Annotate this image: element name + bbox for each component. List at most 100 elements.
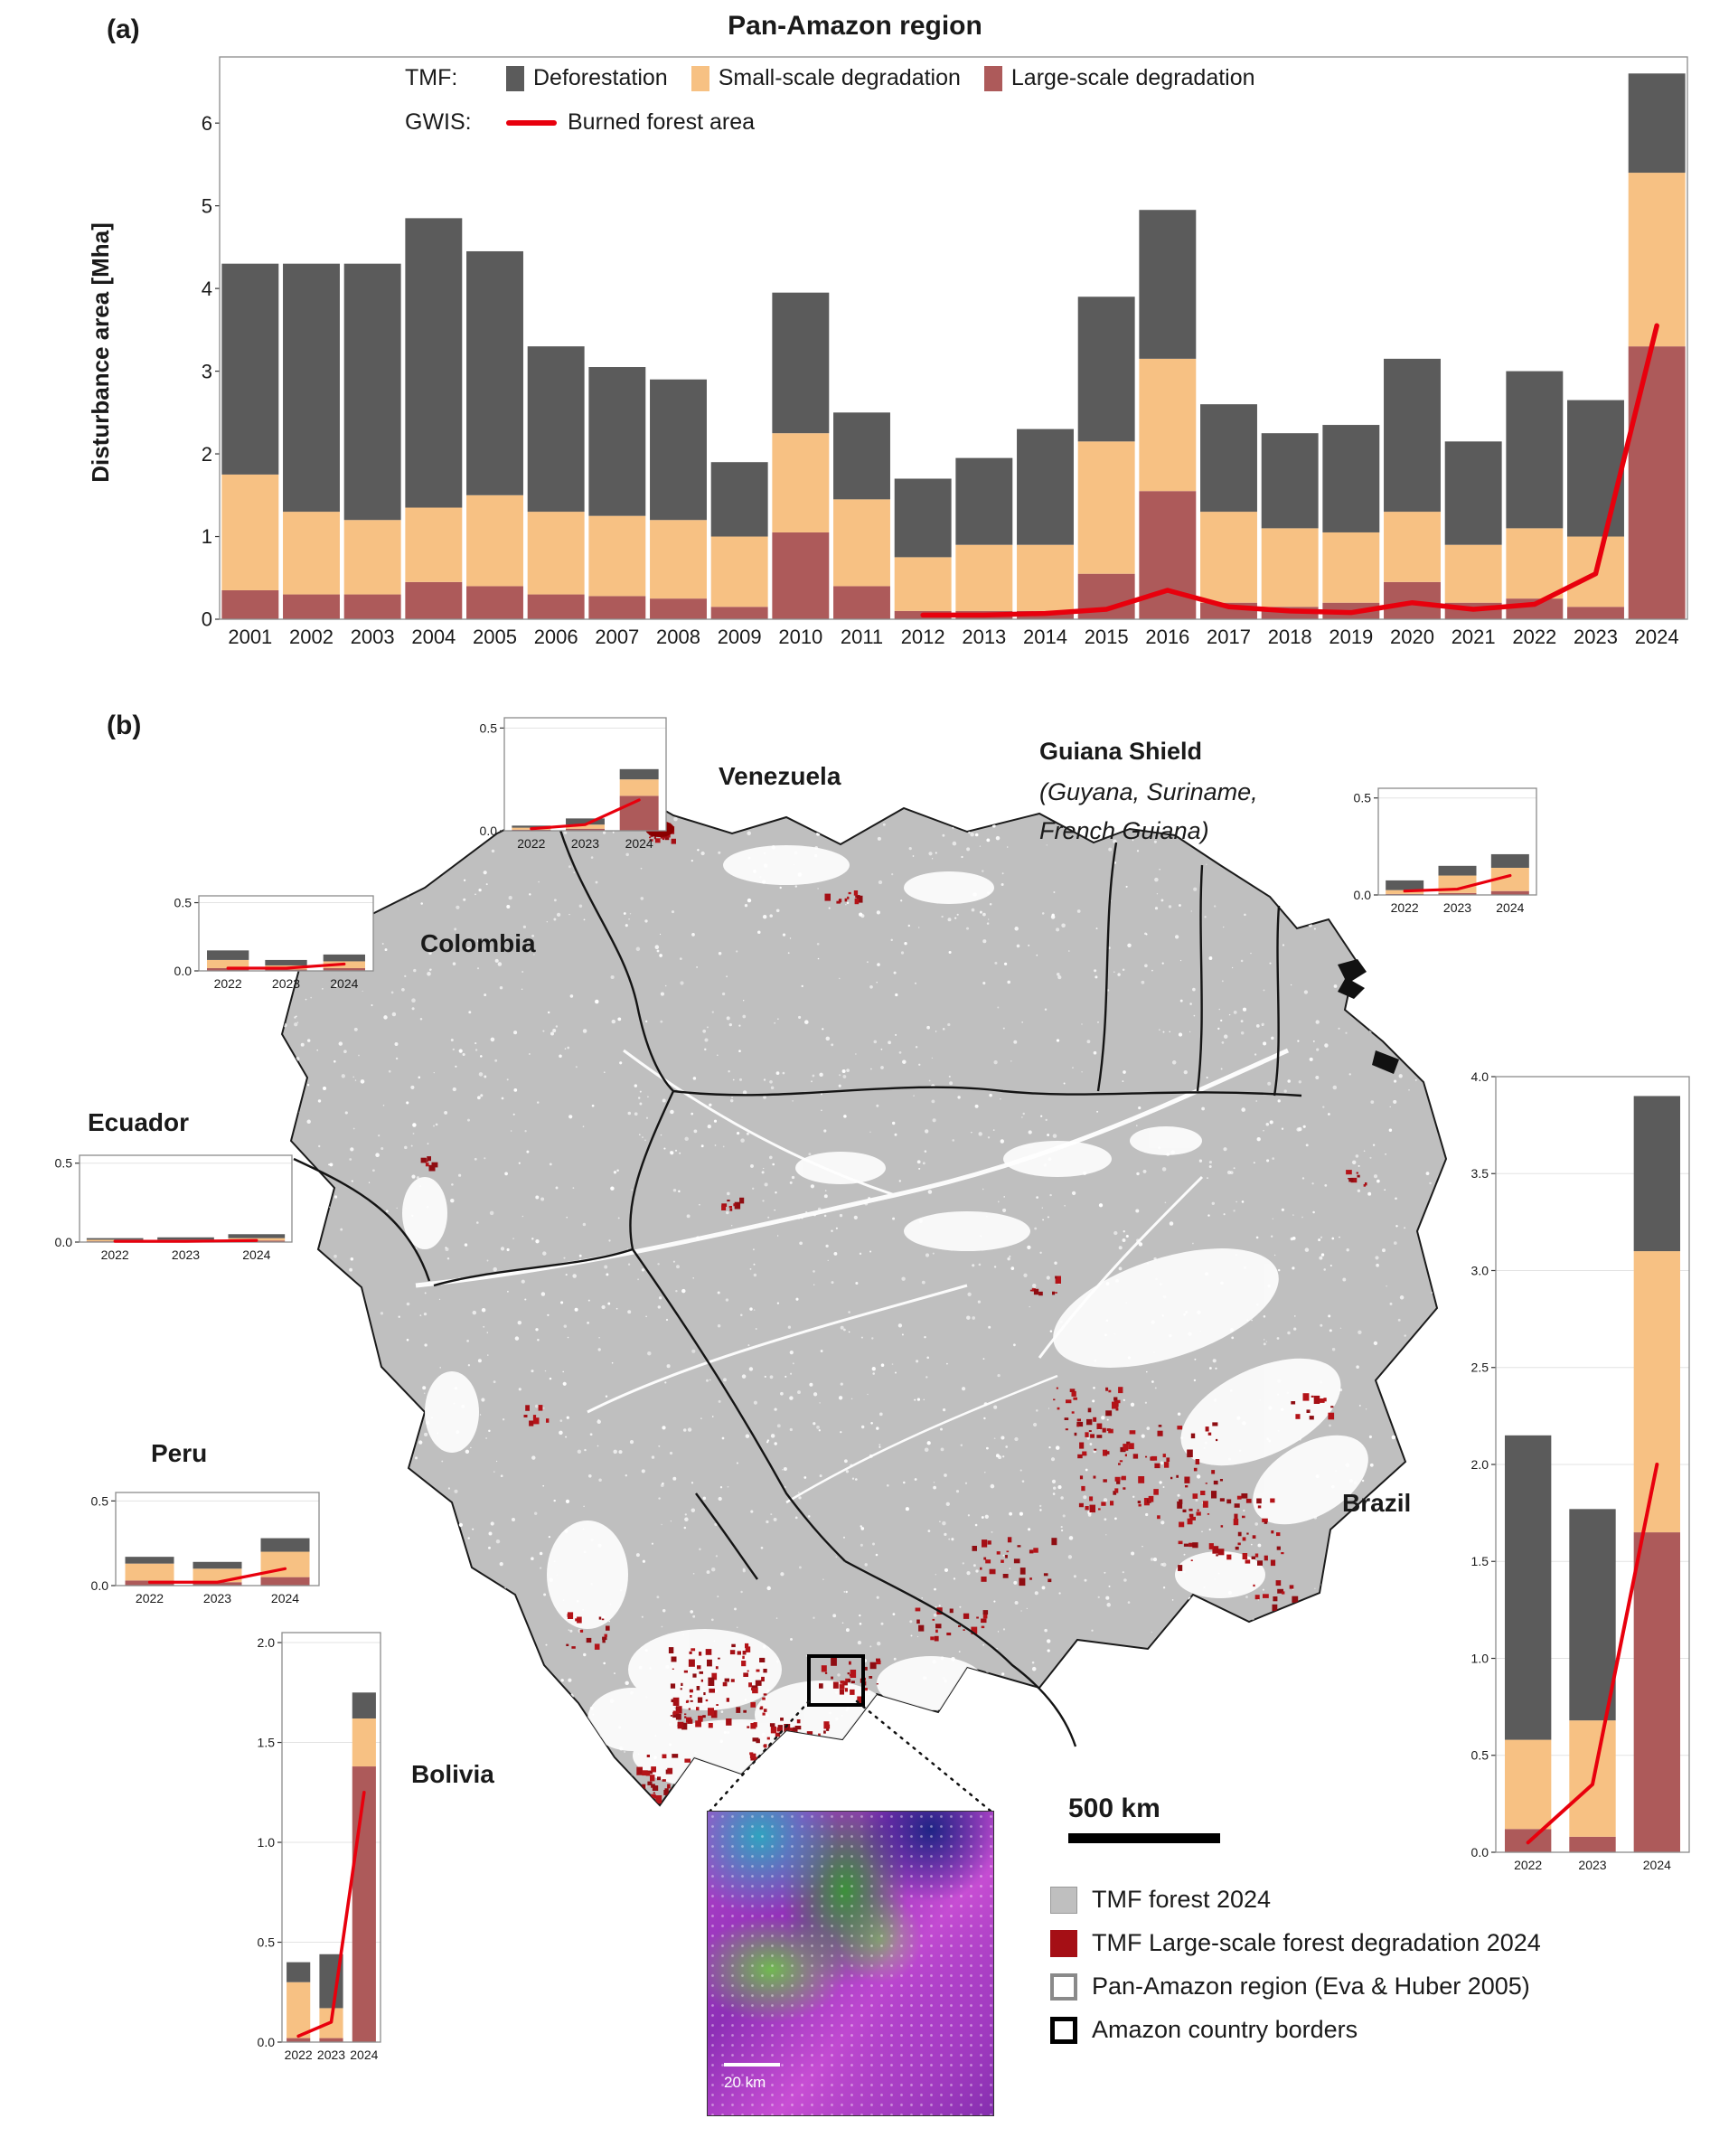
svg-text:2022: 2022 (1512, 626, 1556, 648)
map-legend: TMF forest 2024 TMF Large-scale forest d… (1050, 1886, 1541, 2059)
svg-text:4.0: 4.0 (1471, 1071, 1489, 1084)
svg-text:2024: 2024 (330, 976, 358, 991)
atlantic-coast-marks (1338, 959, 1399, 1074)
svg-text:0.5: 0.5 (174, 895, 193, 909)
svg-text:2023: 2023 (1443, 900, 1471, 915)
satellite-inset-image: 20 km (707, 1811, 994, 2116)
ecuador-label: Ecuador (88, 1108, 190, 1136)
svg-text:5: 5 (202, 194, 212, 217)
svg-text:0: 0 (202, 608, 212, 631)
svg-text:2015: 2015 (1085, 626, 1129, 648)
svg-text:2011: 2011 (841, 626, 883, 648)
svg-text:2022: 2022 (517, 836, 545, 851)
zoom-connector-lines (708, 1699, 993, 1813)
svg-text:2022: 2022 (101, 1247, 129, 1262)
brazil-mini-chart: 2022 2023 2024 0.0 0.5 1.0 1.5 2.0 2.5 3.0 3.5 4.0 (1452, 1069, 1695, 1876)
svg-text:0.0: 0.0 (1354, 888, 1372, 902)
guiana-shield-mini-chart: 2022 2023 2024 0.0 0.5 (1344, 783, 1541, 918)
svg-text:0.0: 0.0 (258, 2035, 276, 2049)
svg-text:2012: 2012 (901, 626, 945, 648)
svg-text:2023: 2023 (203, 1591, 231, 1605)
svg-text:2017: 2017 (1207, 626, 1251, 648)
bolivia-label: Bolivia (411, 1760, 494, 1788)
panel-a-legend-row-gwis: GWIS: Burned forest area (405, 109, 1255, 136)
panel-a-title: Pan-Amazon region (728, 11, 982, 41)
svg-text:2024: 2024 (625, 836, 653, 851)
svg-text:2005: 2005 (473, 626, 517, 648)
region-label: Pan-Amazon region (Eva & Huber 2005) (1092, 1972, 1530, 2000)
large-scale-label: Large-scale degradation (1010, 65, 1255, 90)
svg-text:2022: 2022 (214, 976, 242, 991)
svg-text:2024: 2024 (242, 1247, 270, 1262)
brazil-label: Brazil (1342, 1489, 1412, 1517)
svg-text:2023: 2023 (272, 976, 300, 991)
svg-text:0.5: 0.5 (1471, 1748, 1489, 1763)
svg-text:0.0: 0.0 (91, 1578, 109, 1593)
panel-b-tag: (b) (107, 711, 142, 740)
svg-text:2014: 2014 (1023, 626, 1067, 648)
svg-text:6: 6 (202, 112, 212, 135)
deforestation-swatch (506, 65, 524, 91)
borders-label: Amazon country borders (1092, 2016, 1358, 2043)
ecuador-mini-chart: 2022 2023 2024 0.0 0.5 (43, 1150, 296, 1266)
venezuela-label: Venezuela (719, 762, 841, 790)
svg-text:0.0: 0.0 (1471, 1845, 1489, 1859)
forest-swatch (1050, 1886, 1077, 1914)
panel-a-ylabel: Disturbance area [Mha] (87, 81, 115, 624)
burned-label: Burned forest area (568, 109, 756, 135)
svg-text:0.5: 0.5 (258, 1935, 276, 1949)
forest-label: TMF forest 2024 (1092, 1886, 1272, 1913)
pan-amazon-stacked-bar-chart: 2001 2002 2003 2004 2005 2006 2007 2008 2009 2010… (167, 50, 1696, 654)
svg-text:0.0: 0.0 (174, 964, 193, 978)
svg-text:0.5: 0.5 (480, 720, 498, 735)
svg-text:2002: 2002 (289, 626, 334, 648)
guiana-shield-label: Guiana Shield (1039, 738, 1203, 765)
svg-text:2006: 2006 (534, 626, 578, 648)
svg-text:2023: 2023 (571, 836, 599, 851)
svg-text:2024: 2024 (1496, 900, 1524, 915)
scalebar (1068, 1833, 1220, 1843)
svg-text:0.5: 0.5 (55, 1156, 73, 1171)
svg-text:2022: 2022 (1514, 1858, 1542, 1872)
svg-text:2.0: 2.0 (1471, 1457, 1489, 1472)
svg-text:1.0: 1.0 (258, 1835, 276, 1850)
legend-row-borders: Amazon country borders (1050, 2016, 1541, 2044)
svg-text:0.5: 0.5 (1354, 791, 1372, 805)
svg-text:2023: 2023 (1578, 1858, 1606, 1872)
svg-text:2021: 2021 (1452, 626, 1496, 648)
amazon-map (280, 788, 1448, 1807)
svg-text:2024: 2024 (1643, 1858, 1671, 1872)
svg-text:2010: 2010 (778, 626, 822, 648)
svg-text:2003: 2003 (351, 626, 395, 648)
colombia-mini-chart: 2022 2023 2024 0.0 0.5 (164, 890, 378, 994)
inset-scalebar (724, 2063, 780, 2067)
venezuela-mini-chart: 2022 2023 2024 0.0 0.5 (470, 712, 671, 854)
svg-text:2023: 2023 (172, 1247, 200, 1262)
svg-text:2020: 2020 (1390, 626, 1434, 648)
peru-label: Peru (151, 1439, 208, 1467)
deforestation-label: Deforestation (533, 65, 668, 90)
svg-text:2024: 2024 (350, 2048, 378, 2062)
svg-text:2.5: 2.5 (1471, 1360, 1489, 1375)
degradation-label: TMF Large-scale forest degradation 2024 (1092, 1929, 1541, 1956)
svg-text:1.5: 1.5 (258, 1735, 276, 1749)
peru-mini-chart: 2022 2023 2024 0.0 0.5 (80, 1487, 324, 1609)
svg-text:1: 1 (202, 525, 212, 548)
svg-text:2023: 2023 (317, 2048, 345, 2062)
panel-a-ylabel-text: Disturbance area [Mha] (87, 222, 114, 483)
scalebar-label: 500 km (1068, 1794, 1160, 1823)
svg-text:2024: 2024 (271, 1591, 299, 1605)
guiana-shield-sub2: French Guiana) (1039, 817, 1209, 844)
svg-text:0.0: 0.0 (480, 824, 498, 838)
svg-text:1.5: 1.5 (1471, 1554, 1489, 1568)
svg-text:0.0: 0.0 (55, 1235, 73, 1249)
svg-text:2022: 2022 (136, 1591, 164, 1605)
degradation-swatch (1050, 1929, 1077, 1957)
region-swatch (1050, 1972, 1077, 2001)
colombia-label: Colombia (420, 929, 536, 957)
svg-text:2016: 2016 (1145, 626, 1189, 648)
small-scale-swatch (691, 65, 709, 91)
svg-text:2022: 2022 (285, 2048, 313, 2062)
inset-scale-label: 20 km (724, 2074, 766, 2091)
svg-text:0.5: 0.5 (91, 1493, 109, 1508)
